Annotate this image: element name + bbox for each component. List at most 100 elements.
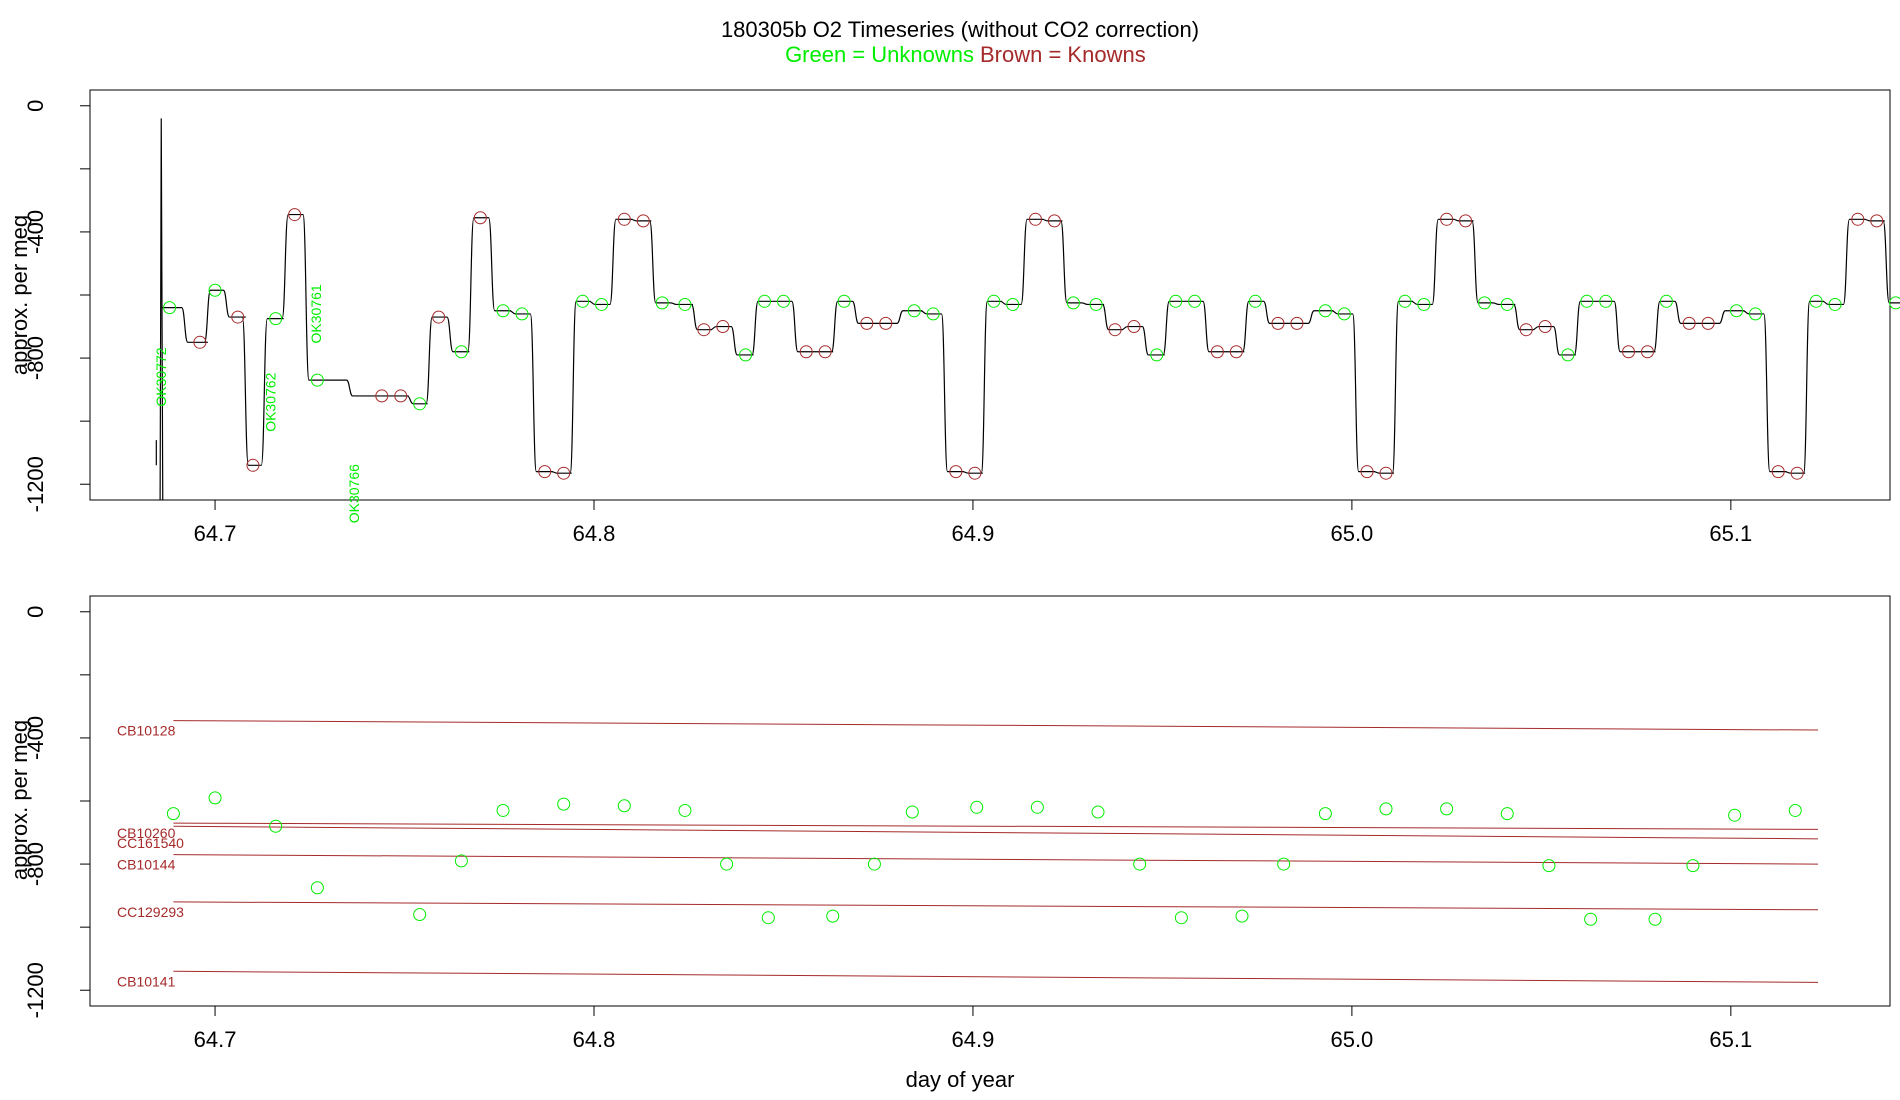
unknown-point: [1748, 307, 1762, 321]
legend-unknowns: Green = Unknowns: [785, 42, 974, 67]
x-tick-label: 64.8: [573, 1027, 616, 1052]
bottom-panel-frame: [89, 595, 1891, 1007]
unknown-point: [1091, 805, 1105, 819]
unknown-point: [454, 854, 468, 868]
unknown-point: [1006, 297, 1020, 311]
unknown-point: [1174, 911, 1188, 925]
unknown-point: [1889, 296, 1900, 310]
unknown-point: [413, 908, 427, 922]
unknown-point: [926, 307, 940, 321]
unknown-point: [269, 312, 283, 326]
top-panel-points: [163, 208, 1900, 480]
unknown-point: [1318, 304, 1332, 318]
y-tick-label: -800: [23, 842, 48, 886]
known-point: [288, 208, 302, 222]
x-tick-label: 65.1: [1709, 1027, 1752, 1052]
known-point: [1028, 212, 1042, 226]
o2-trace-line: [155, 118, 1900, 501]
unknown-point: [1188, 294, 1202, 308]
unknown-point: [208, 791, 222, 805]
known-point: [1360, 465, 1374, 479]
y-tick-label: -400: [23, 210, 48, 254]
bottom-panel-xlabel: day of year: [906, 1067, 1015, 1092]
unknown-point: [310, 881, 324, 895]
top-panel-sample-labels: OK30772 OK30762 OK30761 OK30766: [153, 284, 362, 523]
unknown-point: [776, 294, 790, 308]
standard-label: CB10260: [117, 825, 176, 841]
top-panel-trace: [155, 118, 1900, 501]
unknown-point: [454, 345, 468, 359]
known-point: [394, 389, 408, 403]
unknown-point: [758, 294, 772, 308]
x-tick-label: 65.1: [1709, 521, 1752, 546]
x-tick-label: 65.0: [1330, 1027, 1373, 1052]
known-point: [636, 214, 650, 228]
unknown-point: [1337, 307, 1351, 321]
known-point: [697, 323, 711, 337]
known-point: [1790, 466, 1804, 480]
known-point: [1701, 316, 1715, 330]
unknown-point: [1318, 807, 1332, 821]
standard-line: [173, 822, 1819, 830]
unknown-point: [1478, 296, 1492, 310]
top-panel-x-axis: 64.7 64.8 64.9 65.0 65.1: [194, 500, 1752, 546]
unknown-point: [576, 294, 590, 308]
known-point: [1271, 316, 1285, 330]
x-tick-label: 64.9: [952, 521, 995, 546]
unknown-point: [1659, 294, 1673, 308]
unknown-point: [1133, 857, 1147, 871]
unknown-point: [1379, 802, 1393, 816]
x-tick-label: 64.7: [194, 521, 237, 546]
known-point: [1870, 214, 1884, 228]
known-point: [1771, 465, 1785, 479]
known-point: [1379, 466, 1393, 480]
standard-line: [173, 901, 1819, 911]
x-tick-label: 64.8: [573, 521, 616, 546]
known-point: [860, 316, 874, 330]
unknown-point: [1788, 803, 1802, 817]
unknown-point: [1561, 348, 1575, 362]
known-point: [538, 465, 552, 479]
unknown-point: [1828, 297, 1842, 311]
standard-label: CB10144: [117, 857, 176, 873]
known-point: [799, 345, 813, 359]
unknown-point: [496, 304, 510, 318]
unknown-point: [1730, 304, 1744, 318]
x-tick-label: 65.0: [1330, 521, 1373, 546]
standard-label: CB10128: [117, 723, 176, 739]
y-tick-label: -400: [23, 716, 48, 760]
x-tick-label: 64.7: [194, 1027, 237, 1052]
bottom-panel-x-axis: 64.7 64.8 64.9 65.0 65.1: [194, 1006, 1752, 1052]
known-point: [1229, 345, 1243, 359]
standard-label: CB10141: [117, 973, 176, 989]
x-tick-label: 64.9: [952, 1027, 995, 1052]
unknown-point: [1728, 808, 1742, 822]
known-point: [968, 466, 982, 480]
known-point: [1210, 345, 1224, 359]
unknown-point: [269, 819, 283, 833]
unknown-point: [905, 805, 919, 819]
y-tick-label: 0: [23, 606, 48, 618]
unknown-point: [678, 803, 692, 817]
top-panel-y-axis: 0 -400 -800 -1200: [23, 100, 90, 512]
unknown-point: [1599, 294, 1613, 308]
known-point: [1127, 320, 1141, 334]
known-point: [231, 310, 245, 324]
unknown-point: [208, 283, 222, 297]
known-point: [432, 310, 446, 324]
y-tick-label: 0: [23, 100, 48, 112]
unknown-point: [496, 803, 510, 817]
known-point: [1538, 320, 1552, 334]
known-point: [557, 466, 571, 480]
unknown-point: [1398, 294, 1412, 308]
standard-label: CC161540: [117, 835, 184, 851]
unknown-point: [1030, 800, 1044, 814]
top-panel-frame: [89, 89, 1891, 501]
unknown-point: [515, 307, 529, 321]
known-point: [1047, 214, 1061, 228]
sample-id-label: OK30762: [263, 372, 279, 431]
known-point: [879, 316, 893, 330]
